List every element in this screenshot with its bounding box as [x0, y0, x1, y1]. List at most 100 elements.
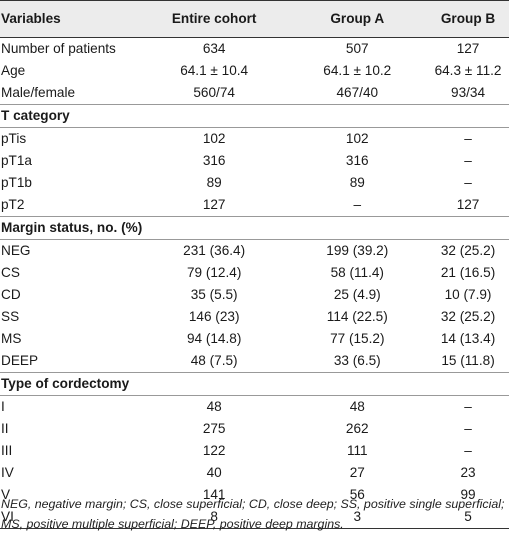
cell-variable: DEEP: [1, 353, 39, 368]
cell-group-b: 93/34: [451, 85, 486, 100]
table-row: Male/female 560/74 467/40 93/34: [0, 82, 509, 105]
cell-entire-cohort: 89: [206, 175, 222, 190]
header-variables: Variables: [0, 0, 141, 38]
cell-entire-cohort: 275: [202, 421, 226, 436]
cell-group-b: –: [464, 131, 472, 146]
cell-variable: SS: [1, 309, 20, 324]
cell-variable: II: [1, 421, 9, 436]
data-table: Variables Entire cohort Group A Group B …: [0, 0, 509, 529]
cell-group-b: 127: [456, 197, 480, 212]
cell-variable: Number of patients: [1, 41, 116, 56]
cell-group-b: 99: [460, 487, 476, 502]
section-title: Type of cordectomy: [0, 372, 509, 396]
cell-group-b: –: [464, 399, 472, 414]
cell-group-b: 21 (16.5): [440, 265, 496, 280]
table-row: MS 94 (14.8) 77 (15.2) 14 (13.4): [0, 328, 509, 350]
cell-group-b: 64.3 ± 11.2: [434, 63, 502, 78]
cell-variable: pT1b: [1, 175, 32, 190]
cell-entire-cohort: 40: [206, 465, 222, 480]
cell-group-a: 48: [349, 399, 365, 414]
section-title: T category: [0, 104, 509, 128]
table-row: pTis 102 102 –: [0, 128, 509, 151]
table-row: SS 146 (23) 114 (22.5) 32 (25.2): [0, 306, 509, 328]
cell-entire-cohort: 141: [202, 487, 226, 502]
cell-group-a: 262: [345, 421, 369, 436]
cell-entire-cohort: 122: [202, 443, 226, 458]
table-row: pT1b 89 89 –: [0, 172, 509, 194]
cell-variable: IV: [1, 465, 14, 480]
cell-entire-cohort: 316: [202, 153, 226, 168]
cell-entire-cohort: 64.1 ± 10.4: [180, 63, 249, 78]
cell-group-a: 199 (39.2): [326, 243, 389, 258]
cell-entire-cohort: 48 (7.5): [190, 353, 238, 368]
table-row: CD 35 (5.5) 25 (4.9) 10 (7.9): [0, 284, 509, 306]
cell-group-b: –: [464, 153, 472, 168]
cell-group-a: 114 (22.5): [326, 309, 388, 324]
cell-variable: CD: [1, 287, 21, 302]
cell-group-b: 23: [460, 465, 476, 480]
cell-variable: Male/female: [1, 85, 76, 100]
header-group-b: Group B: [427, 0, 509, 38]
cell-group-a: 111: [346, 443, 368, 458]
cell-variable: CS: [1, 265, 20, 280]
cell-variable: pT2: [1, 197, 25, 212]
cell-group-a: 3: [287, 506, 428, 529]
table-row: IV 40 27 23: [0, 462, 509, 484]
cell-variable: pT1a: [1, 153, 32, 168]
table-row: pT1a 316 316 –: [0, 150, 509, 172]
cell-group-b: –: [464, 175, 472, 190]
cell-entire-cohort: 79 (12.4): [186, 265, 242, 280]
header-group-a: Group A: [287, 0, 428, 38]
cell-group-b: 15 (11.8): [441, 353, 495, 368]
header-row: Variables Entire cohort Group A Group B: [0, 0, 509, 38]
table-row: II 275 262 –: [0, 418, 509, 440]
cell-group-a: 467/40: [336, 85, 379, 100]
cell-variable: III: [1, 443, 13, 458]
cell-variable: MS: [1, 331, 22, 346]
cell-entire-cohort: 231 (36.4): [183, 243, 246, 258]
cell-group-a: 507: [345, 41, 369, 56]
cell-group-a: 25 (4.9): [333, 287, 381, 302]
cell-group-a: 56: [349, 487, 365, 502]
cell-variable: pTis: [1, 131, 27, 146]
cell-variable: I: [1, 399, 5, 414]
cell-group-b: –: [464, 421, 472, 436]
table-body: Number of patients 634 507 127 Age 64.1 ± 10.…: [0, 38, 509, 529]
cell-entire-cohort: 146 (23): [188, 309, 240, 324]
cell-group-a: –: [353, 197, 362, 212]
cell-group-b: –: [464, 443, 472, 458]
cell-group-b: 127: [456, 41, 480, 56]
cell-variable: Age: [1, 63, 26, 78]
cell-entire-cohort: 127: [202, 197, 226, 212]
cell-group-a: 64.1 ± 10.2: [323, 63, 392, 78]
header-entire-cohort: Entire cohort: [140, 0, 288, 38]
cell-variable: VI: [0, 506, 141, 529]
section-header-row: Type of cordectomy: [0, 372, 509, 396]
cell-entire-cohort: 35 (5.5): [190, 287, 238, 302]
cell-variable: NEG: [1, 243, 31, 258]
table-row: pT2 127 – 127: [0, 194, 509, 217]
cell-group-b: 32 (25.2): [440, 309, 496, 324]
cell-group-a: 58 (11.4): [330, 265, 384, 280]
cell-group-b: 32 (25.2): [440, 243, 496, 258]
cell-entire-cohort: 102: [202, 131, 226, 146]
cell-group-a: 27: [349, 465, 365, 480]
table-row: Number of patients 634 507 127: [0, 38, 509, 61]
cell-variable: V: [1, 487, 11, 502]
cell-entire-cohort: 94 (14.8): [186, 331, 242, 346]
cell-group-b: 5: [427, 506, 509, 529]
table-row: VI 8 3 5: [0, 506, 509, 529]
cell-entire-cohort: 634: [202, 41, 226, 56]
section-title: Margin status, no. (%): [0, 216, 509, 240]
cell-group-a: 89: [349, 175, 365, 190]
cell-group-a: 77 (15.2): [330, 331, 385, 346]
table-row: NEG 231 (36.4) 199 (39.2) 32 (25.2): [0, 240, 509, 263]
section-header-row: T category: [0, 104, 509, 128]
section-header-row: Margin status, no. (%): [0, 216, 509, 240]
cell-group-a: 102: [345, 131, 369, 146]
cell-group-a: 33 (6.5): [333, 353, 381, 368]
table-row: DEEP 48 (7.5) 33 (6.5) 15 (11.8): [0, 350, 509, 373]
cell-entire-cohort: 560/74: [193, 85, 235, 100]
cell-entire-cohort: 8: [140, 506, 288, 529]
